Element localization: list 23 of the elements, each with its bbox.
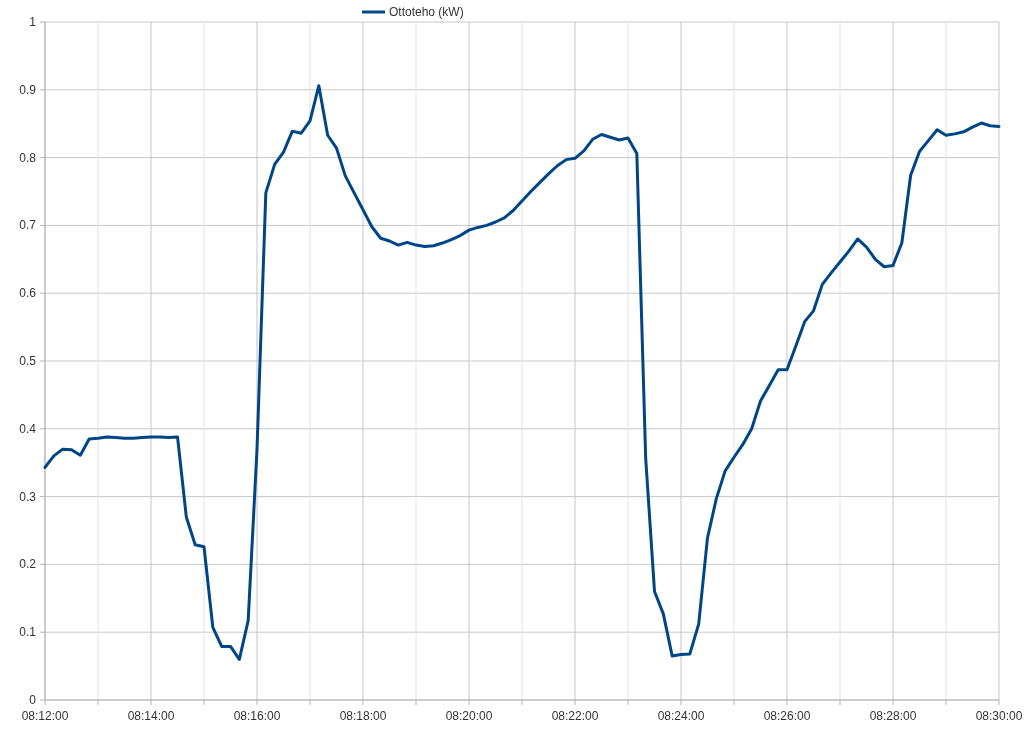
y-tick-label: 0 [29, 693, 37, 707]
x-tick-label: 08:30:00 [975, 709, 1023, 723]
x-tick-label: 08:20:00 [445, 709, 493, 723]
line-series [43, 84, 1001, 661]
y-tick-label: 0.8 [19, 150, 37, 165]
legend-label: Ottoteho (kW) [389, 5, 464, 19]
y-tick-label: 0.9 [19, 82, 37, 97]
y-tick-label: 0.6 [19, 286, 37, 301]
y-tick-label: 1 [29, 15, 37, 29]
y-tick-label: 0.3 [19, 489, 37, 504]
y-tick-label: 0.4 [19, 421, 37, 436]
y-tick-label: 0.1 [19, 625, 37, 640]
y-tick-label: 0.5 [19, 354, 37, 368]
x-tick-label: 08:22:00 [551, 709, 599, 723]
y-tick-label: 0.7 [19, 218, 37, 233]
x-tick-label: 08:12:00 [21, 709, 69, 723]
x-tick-label: 08:28:00 [869, 709, 917, 723]
x-tick-label: 08:18:00 [339, 709, 387, 723]
x-tick-label: 08:16:00 [233, 709, 281, 723]
x-tick-label: 08:14:00 [127, 709, 175, 723]
x-tick-label: 08:24:00 [657, 709, 705, 723]
x-tick-label: 08:26:00 [763, 709, 811, 723]
y-tick-label: 0.2 [19, 557, 37, 572]
